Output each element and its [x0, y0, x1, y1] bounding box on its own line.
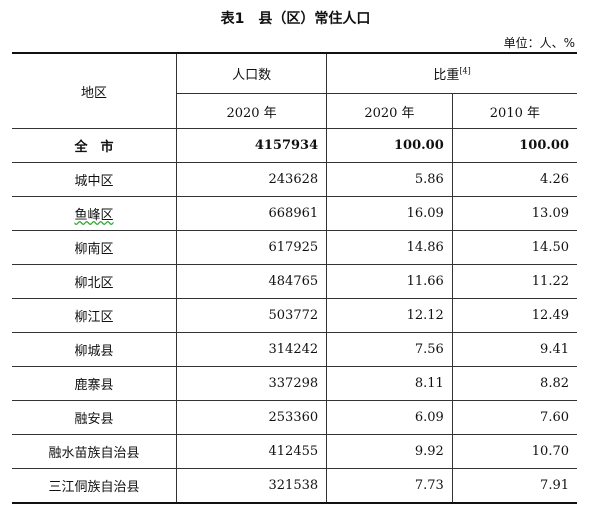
- region-header: 地区: [12, 52, 177, 129]
- table-row: 柳北区 484765 11.66 11.22: [12, 264, 577, 299]
- share-header: 比重: [433, 68, 460, 83]
- region-cell: 融安县: [12, 400, 177, 435]
- region-cell: 全 市: [12, 128, 177, 163]
- region-cell: 柳北区: [12, 264, 177, 299]
- share-2020-cell: 7.56: [326, 332, 453, 367]
- share-2010-cell: 7.60: [451, 400, 577, 435]
- region-cell: 三江侗族自治县: [12, 468, 177, 504]
- population-cell: 253360: [175, 400, 328, 435]
- population-cell: 321538: [175, 468, 328, 504]
- population-cell: 484765: [175, 264, 328, 299]
- year-header: 2020 年: [176, 93, 328, 129]
- region-cell: 鱼峰区: [12, 196, 177, 231]
- share-2010-cell: 13.09: [451, 196, 577, 231]
- share-2020-cell: 9.92: [326, 434, 453, 469]
- population-cell: 668961: [175, 196, 328, 231]
- table-body: 全 市 4157934 100.00 100.00 城中区 243628 5.86 4.26 鱼…: [12, 128, 577, 504]
- share-2020-cell: 100.00: [326, 128, 453, 163]
- year-header: 2020 年: [326, 93, 453, 129]
- share-2020-cell: 7.73: [326, 468, 453, 504]
- population-cell: 617925: [175, 230, 328, 265]
- population-cell: 314242: [175, 332, 328, 367]
- population-header: 人口数: [175, 52, 328, 94]
- year-header: 2010 年: [451, 93, 577, 129]
- population-cell: 337298: [175, 366, 328, 401]
- share-2020-cell: 6.09: [326, 400, 453, 435]
- table-row: 鱼峰区 668961 16.09 13.09: [12, 196, 577, 231]
- population-table: 地区 人口数 比重[4] 2020 年 2020 年 2010 年 全 市 415…: [12, 52, 577, 504]
- share-2010-cell: 14.50: [451, 230, 577, 265]
- region-cell: 城中区: [12, 162, 177, 197]
- population-cell: 503772: [175, 298, 328, 333]
- share-2020-cell: 11.66: [326, 264, 453, 299]
- share-2010-cell: 100.00: [451, 128, 577, 163]
- table-row: 融水苗族自治县 412455 9.92 10.70: [12, 434, 577, 469]
- share-2020-cell: 16.09: [326, 196, 453, 231]
- share-2010-cell: 10.70: [451, 434, 577, 469]
- unit-label: 单位：人、%: [503, 36, 575, 50]
- share-2010-cell: 7.91: [451, 468, 577, 504]
- share-2010-cell: 4.26: [451, 162, 577, 197]
- share-2020-cell: 14.86: [326, 230, 453, 265]
- region-cell: 鹿寨县: [12, 366, 177, 401]
- share-2020-cell: 12.12: [326, 298, 453, 333]
- share-header-cell: 比重[4]: [326, 52, 577, 94]
- table-row: 柳城县 314242 7.56 9.41: [12, 332, 577, 367]
- population-cell: 243628: [175, 162, 328, 197]
- region-text: 鱼峰区: [74, 208, 114, 223]
- share-2020-cell: 5.86: [326, 162, 453, 197]
- table-row: 柳南区 617925 14.86 14.50: [12, 230, 577, 265]
- share-2020-cell: 8.11: [326, 366, 453, 401]
- share-2010-cell: 8.82: [451, 366, 577, 401]
- population-cell: 412455: [175, 434, 328, 469]
- share-2010-cell: 12.49: [451, 298, 577, 333]
- region-cell: 柳江区: [12, 298, 177, 333]
- table-row: 融安县 253360 6.09 7.60: [12, 400, 577, 435]
- table-title: 表1 县（区）常住人口: [220, 11, 371, 27]
- share-2010-cell: 9.41: [451, 332, 577, 367]
- region-cell: 柳南区: [12, 230, 177, 265]
- region-cell: 柳城县: [12, 332, 177, 367]
- share-note: [4]: [459, 66, 471, 76]
- table-row: 城中区 243628 5.86 4.26: [12, 162, 577, 197]
- table-row: 柳江区 503772 12.12 12.49: [12, 298, 577, 333]
- table-row: 鹿寨县 337298 8.11 8.82: [12, 366, 577, 401]
- table-row: 全 市 4157934 100.00 100.00: [12, 128, 577, 163]
- share-2010-cell: 11.22: [451, 264, 577, 299]
- table-row: 三江侗族自治县 321538 7.73 7.91: [12, 468, 577, 504]
- region-cell: 融水苗族自治县: [12, 434, 177, 469]
- population-cell: 4157934: [175, 128, 328, 163]
